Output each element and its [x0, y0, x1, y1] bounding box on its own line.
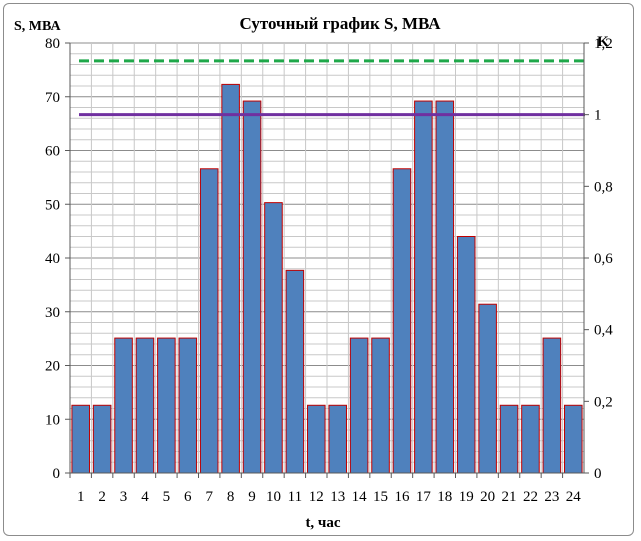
bar — [157, 337, 176, 474]
y2-tick-label: 1 — [594, 108, 602, 124]
bar — [114, 337, 133, 474]
x-tick-label: 24 — [566, 489, 582, 505]
x-tick-label: 18 — [437, 489, 452, 505]
bar — [542, 337, 562, 474]
x-tick-label: 11 — [288, 489, 302, 505]
reference-lines — [79, 59, 585, 117]
y2-tick-label: 1,2 — [594, 36, 613, 52]
y2-tick-label: 0,6 — [594, 251, 613, 267]
bar — [392, 168, 412, 474]
y-tick-label: 70 — [45, 90, 60, 106]
y-tick-label: 30 — [45, 305, 60, 321]
bar — [371, 337, 390, 474]
x-axis-title: t, час — [305, 515, 340, 531]
y-tick-label: 10 — [45, 412, 60, 428]
bar — [285, 269, 305, 474]
bar — [264, 202, 283, 474]
bar — [71, 404, 90, 474]
bar — [242, 100, 262, 474]
y-tick-label: 20 — [45, 359, 60, 375]
x-tick-label: 17 — [416, 489, 432, 505]
x-tick-label: 20 — [480, 489, 495, 505]
x-tick-label: 7 — [205, 489, 213, 505]
x-tick-label: 13 — [330, 489, 345, 505]
bar — [521, 404, 540, 474]
y-tick-label: 40 — [45, 251, 60, 267]
x-tick-label: 23 — [544, 489, 559, 505]
x-tick-label: 19 — [459, 489, 474, 505]
bar — [499, 404, 519, 474]
y-tick-label: 80 — [45, 36, 60, 52]
bar — [92, 404, 112, 474]
y2-tick-label: 0,2 — [594, 394, 613, 410]
x-tick-label: 8 — [227, 489, 235, 505]
x-tick-label: 15 — [373, 489, 388, 505]
x-tick-label: 1 — [77, 489, 85, 505]
x-tick-label: 4 — [141, 489, 149, 505]
x-tick-label: 12 — [309, 489, 324, 505]
bar — [478, 303, 497, 474]
bar — [178, 337, 198, 474]
x-tick-label: 21 — [502, 489, 517, 505]
bar — [328, 404, 347, 474]
bar — [199, 168, 219, 474]
bar — [307, 404, 326, 474]
bar — [414, 100, 433, 474]
x-tick-label: 22 — [523, 489, 538, 505]
y-tick-label: 50 — [45, 197, 60, 213]
x-tick-label: 2 — [98, 489, 106, 505]
bar — [349, 337, 369, 474]
bar — [221, 83, 240, 474]
bar — [456, 236, 476, 474]
chart-title: Суточный график S, МВА — [239, 14, 441, 33]
y-axis-title: S, МВА — [14, 19, 61, 34]
axes — [65, 42, 589, 478]
y2-tick-label: 0,8 — [594, 179, 613, 195]
x-tick-label: 14 — [352, 489, 368, 505]
bar — [564, 404, 583, 474]
bar — [435, 100, 455, 474]
y-tick-label: 0 — [53, 466, 61, 482]
bar — [135, 337, 155, 474]
x-tick-label: 6 — [184, 489, 192, 505]
x-tick-label: 10 — [266, 489, 281, 505]
x-tick-label: 9 — [248, 489, 256, 505]
x-tick-label: 5 — [163, 489, 171, 505]
y2-axis-title: K — [597, 34, 609, 50]
y2-tick-label: 0,4 — [594, 323, 613, 339]
y2-tick-label: 0 — [594, 466, 602, 482]
y-tick-label: 60 — [45, 144, 60, 160]
x-tick-label: 3 — [120, 489, 128, 505]
x-tick-label: 16 — [394, 489, 410, 505]
